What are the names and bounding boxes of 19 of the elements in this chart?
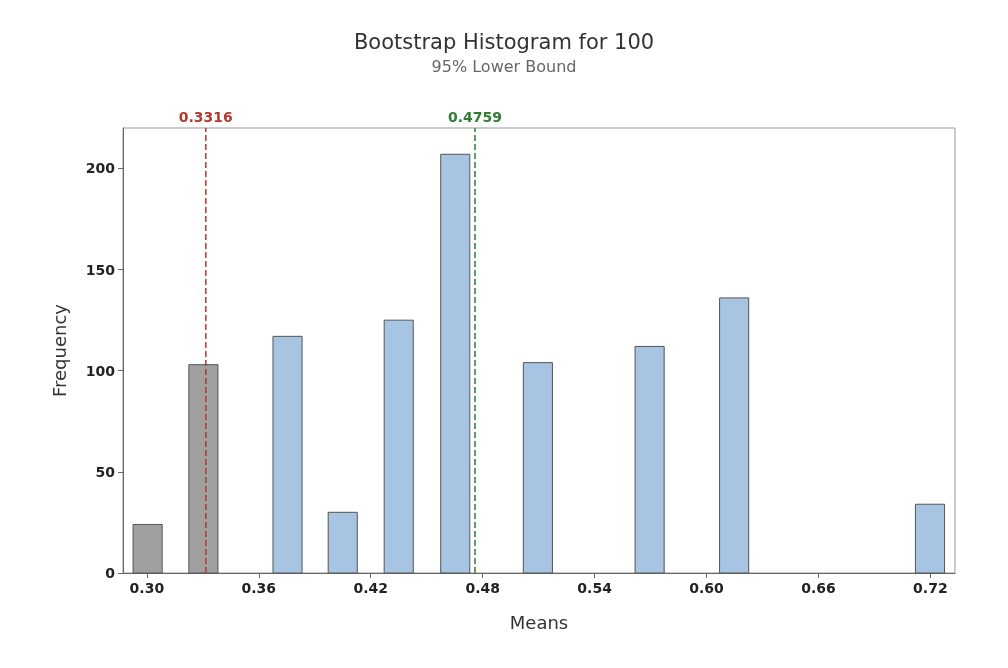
x-tick-label: 0.66 bbox=[801, 580, 836, 596]
y-tick-label: 0 bbox=[105, 565, 116, 581]
y-tick-label: 200 bbox=[85, 160, 116, 177]
x-tick-label: 0.48 bbox=[465, 580, 500, 596]
x-tick-label: 0.42 bbox=[353, 580, 389, 596]
ref-line-label: 0.4759 bbox=[448, 109, 503, 125]
y-tick-label: 50 bbox=[95, 463, 116, 480]
x-tick-label: 0.36 bbox=[241, 580, 277, 596]
x-tick-label: 0.60 bbox=[689, 580, 725, 596]
x-tick-label: 0.72 bbox=[913, 580, 948, 596]
ref-line-label: 0.3316 bbox=[178, 109, 233, 125]
y-tick-label: 150 bbox=[85, 261, 116, 278]
y-axis-title: Frequency bbox=[48, 303, 70, 397]
x-tick-label: 0.30 bbox=[129, 580, 165, 596]
y-tick-label: 100 bbox=[85, 362, 116, 379]
chart-subtitle: 95% Lower Bound bbox=[431, 56, 577, 76]
chart-title: Bootstrap Histogram for 100 bbox=[353, 29, 655, 54]
x-tick-label: 0.54 bbox=[577, 580, 613, 596]
x-axis-title: Means bbox=[509, 611, 569, 633]
